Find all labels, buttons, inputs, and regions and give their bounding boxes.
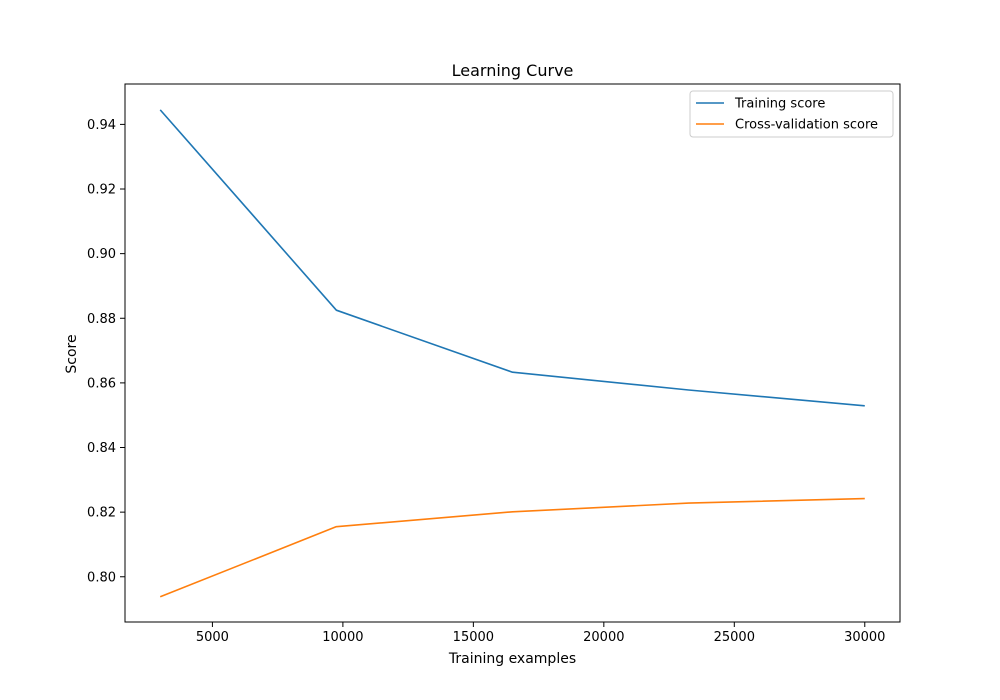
- axes-frame: [124, 83, 901, 623]
- legend-label: Training score: [734, 97, 825, 112]
- y-tick-label: 0.82: [87, 506, 116, 521]
- x-axis-label: Training examples: [448, 651, 576, 667]
- y-tick-label: 0.88: [87, 312, 116, 327]
- x-tick-label: 5000: [196, 630, 229, 645]
- y-tick-label: 0.90: [87, 247, 116, 262]
- series-line-training: [159, 109, 865, 407]
- y-axis-label: Score: [64, 334, 80, 373]
- y-tick-label: 0.80: [87, 570, 116, 585]
- series-line-cross-validation: [159, 497, 865, 598]
- x-tick-label: 25000: [714, 630, 755, 645]
- x-tick-label: 20000: [583, 630, 624, 645]
- legend: Training score Cross-validation score: [689, 90, 894, 138]
- x-tick-label: 15000: [453, 630, 494, 645]
- y-tick-label: 0.92: [87, 183, 116, 198]
- x-tick-label: 30000: [844, 630, 885, 645]
- y-tick-label: 0.86: [87, 376, 116, 391]
- x-tick-label: 10000: [322, 630, 363, 645]
- legend-label: Cross-validation score: [735, 118, 878, 133]
- axes: 5000 10000 15000 20000 25000 30000 0.80 0.82 0.8…: [87, 83, 901, 645]
- y-tick-label: 0.84: [87, 441, 116, 456]
- plot-area: [159, 109, 865, 598]
- chart-title: Learning Curve: [452, 61, 574, 80]
- legend-box: [689, 90, 894, 138]
- y-tick-label: 0.94: [87, 118, 116, 133]
